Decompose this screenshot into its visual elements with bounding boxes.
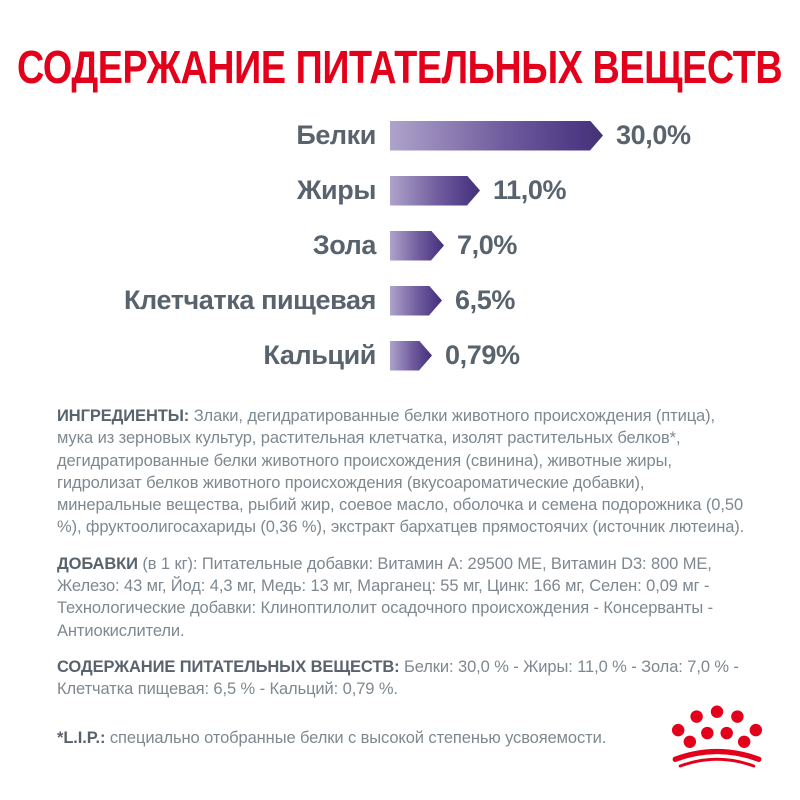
nutrition-summary-section: СОДЕРЖАНИЕ ПИТАТЕЛЬНЫХ ВЕЩЕСТВ: Белки: 3… — [57, 656, 747, 701]
ingredients-text: Злаки, дегидратированные белки животного… — [57, 407, 745, 537]
title-wrap: СОДЕРЖАНИЕ ПИТАТЕЛЬНЫХ ВЕЩЕСТВ — [0, 40, 800, 94]
chart-category-label: Зола — [312, 230, 377, 260]
chart-value-label: 6,5% — [455, 285, 515, 315]
additives-text: Питательные добавки: Витамин A: 29500 МЕ… — [57, 554, 713, 640]
chart-bar — [390, 176, 480, 206]
text-column: ИНГРЕДИЕНТЫ: Злаки, дегидратированные бе… — [57, 405, 747, 749]
additives-heading: ДОБАВКИ — [57, 554, 138, 573]
royal-canin-crown-logo — [671, 705, 763, 768]
chart-value-label: 0,79% — [445, 340, 520, 370]
chart-bar — [390, 341, 432, 371]
lip-footnote-text: специально отобранные белки с высокой ст… — [109, 728, 607, 747]
chart-bar — [390, 121, 603, 151]
chart-category-label: Жиры — [297, 175, 376, 205]
chart-row: Жиры 11,0% — [0, 163, 800, 218]
chart-value-label: 7,0% — [457, 230, 517, 260]
chart-category-label: Клетчатка пищевая — [123, 285, 376, 315]
chart-value-label: 11,0% — [493, 175, 567, 205]
chart-bar — [390, 286, 442, 316]
additives-section: ДОБАВКИ (в 1 кг): Питательные добавки: В… — [57, 553, 747, 642]
page-title: СОДЕРЖАНИЕ ПИТАТЕЛЬНЫХ ВЕЩЕСТВ — [17, 41, 783, 93]
ingredients-section: ИНГРЕДИЕНТЫ: Злаки, дегидратированные бе… — [57, 405, 747, 539]
lip-footnote: *L.I.P.: специально отобранные белки с в… — [57, 727, 747, 749]
chart-row: Клетчатка пищевая 6,5% — [0, 273, 800, 328]
additives-heading-suffix: (в 1 кг): — [142, 554, 198, 573]
chart-bar — [390, 231, 444, 261]
nutrition-summary-text: Белки: 30,0 % - Жиры: 11,0 % - Зола: 7,0… — [57, 657, 739, 699]
bar-chart: Белки 30,0% Жиры 11,0% Зола 7,0% Клетчатка пищ… — [0, 108, 800, 383]
chart-value-label: 30,0% — [616, 120, 691, 150]
chart-category-label: Кальций — [263, 340, 376, 370]
chart-category-label: Белки — [296, 120, 376, 150]
lip-footnote-heading: *L.I.P.: — [57, 728, 106, 747]
chart-row: Белки 30,0% — [0, 108, 800, 163]
chart-row: Зола 7,0% — [0, 218, 800, 273]
chart-row: Кальций 0,79% — [0, 328, 800, 383]
ingredients-heading: ИНГРЕДИЕНТЫ: — [57, 407, 190, 425]
nutrition-summary-heading: СОДЕРЖАНИЕ ПИТАТЕЛЬНЫХ ВЕЩЕСТВ: — [57, 657, 400, 676]
